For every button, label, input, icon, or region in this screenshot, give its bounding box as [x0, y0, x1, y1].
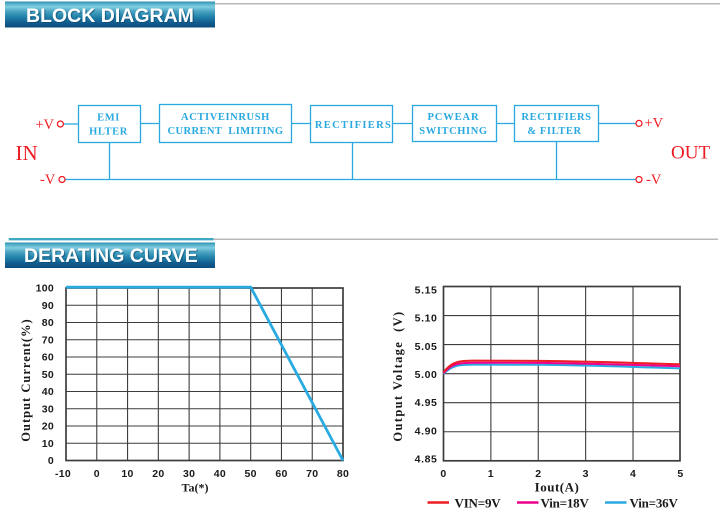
svg-text:20: 20 — [42, 421, 54, 433]
svg-text:DERATING CURVE: DERATING CURVE — [24, 245, 198, 267]
svg-text:80: 80 — [42, 317, 54, 329]
svg-text:-V: -V — [40, 172, 56, 188]
svg-text:Output Voltage (V): Output Voltage (V) — [391, 310, 405, 441]
svg-text:100: 100 — [36, 283, 54, 295]
svg-text:PCWEAR: PCWEAR — [427, 112, 479, 123]
svg-text:Iout(A): Iout(A) — [535, 480, 580, 495]
svg-text:30: 30 — [42, 403, 54, 415]
svg-text:5.00: 5.00 — [415, 369, 438, 381]
svg-text:4.95: 4.95 — [415, 397, 438, 409]
svg-text:IN: IN — [16, 141, 38, 165]
svg-text:-10: -10 — [55, 468, 71, 480]
svg-text:Vin=18V: Vin=18V — [541, 495, 590, 510]
svg-text:Output Current(%): Output Current(%) — [19, 318, 33, 441]
svg-text:CURRENT LIMITING: CURRENT LIMITING — [168, 126, 284, 137]
svg-text:60: 60 — [42, 352, 54, 364]
svg-text:2: 2 — [535, 468, 541, 480]
svg-text:+V: +V — [35, 117, 54, 133]
svg-text:ACTIVEINRUSH: ACTIVEINRUSH — [181, 112, 270, 123]
svg-text:RECTIFIERS: RECTIFIERS — [521, 112, 591, 123]
svg-text:70: 70 — [42, 334, 54, 346]
svg-text:70: 70 — [306, 468, 318, 480]
svg-text:RECTIFIERS: RECTIFIERS — [315, 120, 392, 131]
svg-text:EMI: EMI — [97, 113, 120, 124]
svg-text:SWITCHING: SWITCHING — [419, 126, 487, 137]
svg-text:40: 40 — [214, 468, 226, 480]
svg-text:30: 30 — [183, 468, 195, 480]
svg-text:4: 4 — [630, 468, 636, 480]
svg-text:OUT: OUT — [671, 143, 710, 164]
svg-text:& FILTER: & FILTER — [527, 126, 581, 137]
svg-text:4.90: 4.90 — [415, 425, 438, 437]
svg-text:5.05: 5.05 — [415, 341, 438, 353]
svg-text:HLTER: HLTER — [89, 127, 128, 138]
svg-text:BLOCK DIAGRAM: BLOCK DIAGRAM — [27, 6, 195, 28]
svg-text:5.10: 5.10 — [415, 313, 438, 325]
svg-text:0: 0 — [94, 468, 100, 480]
svg-text:VIN=9V: VIN=9V — [455, 495, 502, 510]
svg-text:DERATING CURVE: DERATING CURVE — [25, 246, 199, 268]
svg-text:BLOCK DIAGRAM: BLOCK DIAGRAM — [26, 5, 194, 27]
svg-text:0: 0 — [48, 455, 54, 467]
svg-text:10: 10 — [121, 468, 133, 480]
svg-text:Vin=36V: Vin=36V — [630, 495, 679, 510]
svg-text:10: 10 — [42, 438, 54, 450]
svg-text:20: 20 — [152, 468, 164, 480]
svg-text:Ta(*): Ta(*) — [182, 481, 209, 495]
svg-text:3: 3 — [583, 468, 589, 480]
svg-text:90: 90 — [42, 300, 54, 312]
svg-text:-V: -V — [646, 172, 662, 188]
svg-text:80: 80 — [337, 468, 349, 480]
svg-text:4.85: 4.85 — [415, 454, 438, 466]
svg-text:5: 5 — [677, 468, 683, 480]
svg-text:0: 0 — [440, 468, 446, 480]
svg-text:1: 1 — [488, 468, 494, 480]
svg-text:+V: +V — [645, 116, 664, 132]
svg-text:50: 50 — [42, 369, 54, 381]
svg-text:50: 50 — [245, 468, 257, 480]
svg-text:40: 40 — [42, 386, 54, 398]
svg-text:60: 60 — [275, 468, 287, 480]
svg-text:5.15: 5.15 — [415, 284, 438, 296]
